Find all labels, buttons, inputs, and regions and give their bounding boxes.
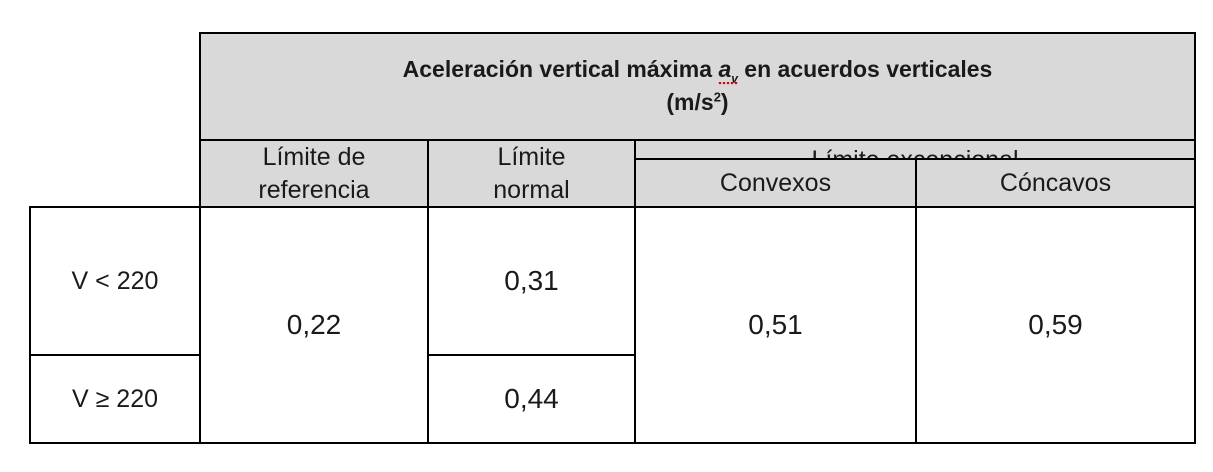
- table-border-col-normal: [634, 139, 636, 444]
- reference-value: 0,22: [286, 308, 342, 340]
- header-normal-limit: Límite normal: [428, 140, 635, 207]
- convex-value: 0,51: [748, 308, 803, 340]
- table-title-unit: (m/s2): [666, 88, 729, 115]
- row-label-v-gte-220: V ≥ 220: [72, 384, 158, 413]
- row-label-v-less-220: V < 220: [71, 266, 159, 295]
- table-title-line1: Aceleración vertical máxima av en acuerd…: [402, 56, 993, 87]
- normal-value-row2: 0,44: [504, 382, 559, 414]
- header-concave: Cóncavos: [916, 159, 1195, 207]
- table-title-cell: Aceleración vertical máxima av en acuerd…: [200, 33, 1195, 140]
- normal-value-row1: 0,31: [504, 264, 559, 296]
- header-exceptional-limit: [635, 140, 1195, 159]
- table-border-col-convex: [915, 158, 917, 444]
- table-border-bottom: [29, 442, 1196, 444]
- table-border-left-main: [199, 32, 201, 444]
- table-border-col-reference: [427, 139, 429, 444]
- table-border-top: [200, 32, 1196, 34]
- table-border-left-outer: [29, 206, 31, 444]
- header-convex: Convexos: [635, 159, 916, 207]
- acceleration-symbol: av: [718, 56, 738, 87]
- table-border-row-split-normal: [428, 354, 635, 356]
- table-border-row-split-left: [29, 354, 200, 356]
- table-border-header-bottom: [29, 206, 1196, 208]
- concave-value: 0,59: [1028, 308, 1083, 340]
- table-border-title-bottom: [200, 139, 1196, 141]
- table-border-right: [1194, 32, 1196, 444]
- header-reference-limit: Límite de referencia: [200, 140, 428, 207]
